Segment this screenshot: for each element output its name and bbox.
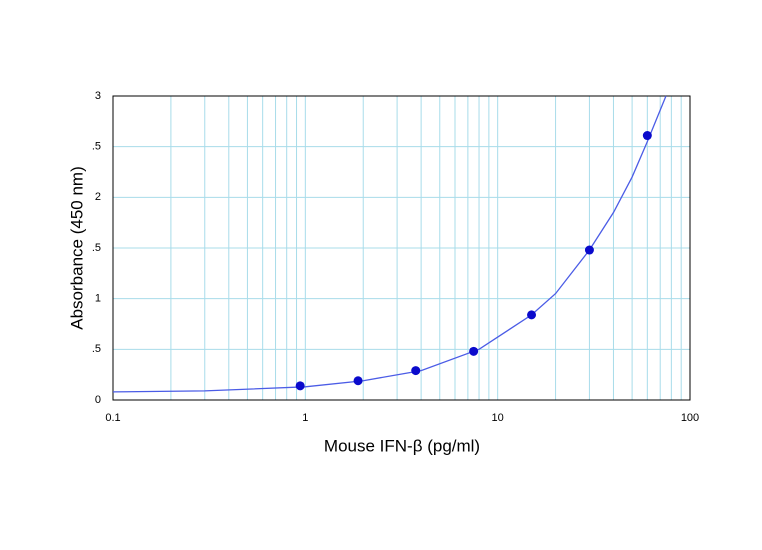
x-tick-label: 0.1 [105,412,120,424]
x-tick-label: 100 [681,412,699,424]
data-point [353,376,363,386]
y-tick-label: 1 [95,293,101,305]
data-point [642,131,652,141]
data-point [469,346,479,356]
fit-curve [112,95,667,393]
plot-frame [112,95,691,401]
y-tick-label: 2 [95,191,101,203]
x-axis-label: Mouse IFN-β (pg/ml) [324,436,480,455]
y-tick-label: 3 [95,90,101,102]
data-point [527,310,537,320]
y-tick-label: .5 [92,141,101,153]
y-tick-label: .5 [92,343,101,355]
data-point [295,381,305,391]
data-point [411,366,421,376]
x-tick-label: 1 [302,412,308,424]
y-tick-label: 0 [95,394,101,406]
y-axis-label: Absorbance (450 nm) [67,166,86,329]
data-point [584,245,594,255]
x-tick-label: 10 [492,412,504,424]
y-tick-label: .5 [92,242,101,254]
